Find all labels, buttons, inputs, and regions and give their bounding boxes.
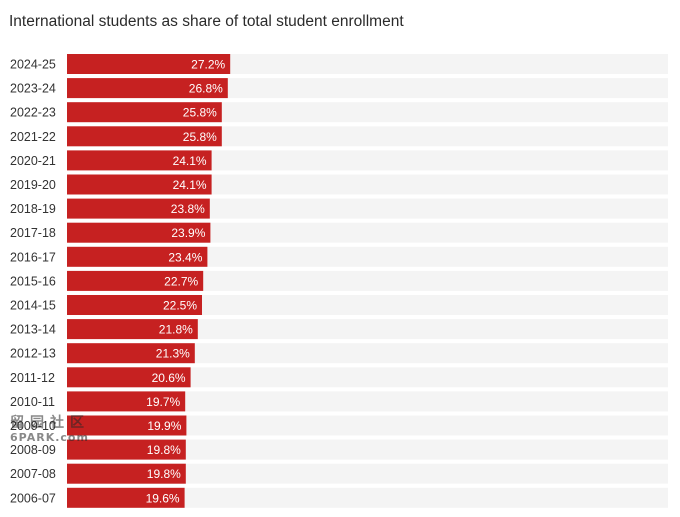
bar-2008-09 bbox=[67, 439, 186, 460]
category-label: 2018-19 bbox=[10, 202, 56, 216]
category-label: 2011-12 bbox=[10, 371, 55, 385]
bar-track bbox=[67, 463, 668, 484]
category-label: 2006-07 bbox=[10, 491, 56, 505]
bar-2012-13 bbox=[67, 343, 195, 364]
category-label: 2008-09 bbox=[10, 443, 56, 457]
value-label: 22.5% bbox=[163, 299, 197, 313]
bar-2020-21 bbox=[67, 150, 212, 171]
value-label: 19.6% bbox=[146, 491, 180, 505]
bar-track bbox=[67, 343, 668, 364]
category-label: 2017-18 bbox=[10, 226, 56, 240]
value-label: 23.8% bbox=[171, 202, 205, 216]
bar-track bbox=[67, 391, 668, 412]
bar-track bbox=[67, 295, 668, 315]
bar-track bbox=[67, 367, 668, 388]
value-label: 19.7% bbox=[146, 395, 180, 409]
category-label: 2007-08 bbox=[10, 467, 56, 481]
category-label: 2020-21 bbox=[10, 154, 56, 168]
bar-2007-08 bbox=[67, 463, 186, 484]
value-label: 19.9% bbox=[147, 419, 181, 433]
bar-2022-23 bbox=[67, 102, 222, 123]
value-label: 26.8% bbox=[189, 82, 223, 96]
bar-2018-19 bbox=[67, 198, 210, 219]
bar-2014-15 bbox=[67, 295, 202, 315]
value-label: 22.7% bbox=[164, 274, 198, 288]
bar-2023-24 bbox=[67, 78, 228, 99]
chart-title: International students as share of total… bbox=[9, 13, 404, 30]
category-label: 2022-23 bbox=[10, 106, 56, 120]
bar-2019-20 bbox=[67, 174, 212, 195]
category-label: 2019-20 bbox=[10, 178, 56, 192]
bar-2015-16 bbox=[67, 270, 204, 291]
value-label: 21.8% bbox=[159, 323, 193, 337]
bar-2021-22 bbox=[67, 126, 222, 147]
bar-2009-10 bbox=[67, 415, 187, 436]
bar-track bbox=[67, 270, 668, 291]
bar-track bbox=[67, 415, 668, 436]
value-label: 24.1% bbox=[173, 154, 207, 168]
bar-2024-25 bbox=[67, 54, 231, 74]
bar-2013-14 bbox=[67, 319, 198, 340]
value-label: 19.8% bbox=[147, 467, 181, 481]
bar-2010-11 bbox=[67, 391, 186, 412]
category-label: 2024-25 bbox=[10, 58, 56, 72]
category-label: 2013-14 bbox=[10, 323, 56, 337]
category-label: 2023-24 bbox=[10, 82, 56, 96]
value-label: 27.2% bbox=[191, 58, 225, 72]
value-label: 23.4% bbox=[168, 250, 202, 264]
value-label: 19.8% bbox=[147, 443, 181, 457]
category-label: 2014-15 bbox=[10, 299, 56, 313]
category-label: 2021-22 bbox=[10, 130, 56, 144]
bar-2011-12 bbox=[67, 367, 191, 388]
value-label: 23.9% bbox=[171, 226, 205, 240]
value-label: 24.1% bbox=[173, 178, 207, 192]
bar-track bbox=[67, 174, 668, 195]
bar-track bbox=[67, 246, 668, 267]
category-label: 2016-17 bbox=[10, 250, 56, 264]
bar-2006-07 bbox=[67, 487, 185, 508]
value-label: 25.8% bbox=[183, 130, 217, 144]
bar-track bbox=[67, 150, 668, 171]
value-label: 21.3% bbox=[156, 347, 190, 361]
category-label: 2012-13 bbox=[10, 347, 56, 361]
bar-track bbox=[67, 487, 668, 508]
bar-2016-17 bbox=[67, 246, 208, 267]
bar-track bbox=[67, 319, 668, 340]
category-label: 2010-11 bbox=[10, 395, 55, 409]
bar-track bbox=[67, 439, 668, 460]
bar-2017-18 bbox=[67, 222, 211, 243]
value-label: 20.6% bbox=[152, 371, 186, 385]
category-label: 2015-16 bbox=[10, 274, 56, 288]
value-label: 25.8% bbox=[183, 106, 217, 120]
bar-track bbox=[67, 198, 668, 219]
category-label: 2009-10 bbox=[10, 419, 56, 433]
bar-track bbox=[67, 222, 668, 243]
